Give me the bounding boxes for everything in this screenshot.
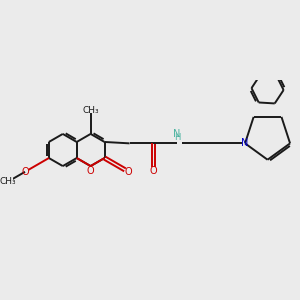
Text: N: N xyxy=(173,129,181,139)
Text: O: O xyxy=(124,167,132,177)
Text: N: N xyxy=(242,138,249,148)
Text: O: O xyxy=(149,166,157,176)
Text: H: H xyxy=(174,133,180,142)
Text: O: O xyxy=(22,167,29,176)
Text: O: O xyxy=(87,166,94,176)
Text: CH₃: CH₃ xyxy=(82,106,99,115)
Text: CH₃: CH₃ xyxy=(0,177,16,186)
